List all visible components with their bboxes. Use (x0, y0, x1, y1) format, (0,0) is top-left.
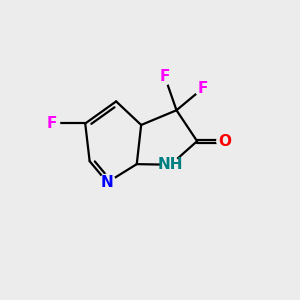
Circle shape (99, 174, 116, 190)
Text: F: F (198, 81, 208, 96)
Text: N: N (101, 175, 114, 190)
Text: NH: NH (158, 157, 183, 172)
Text: F: F (46, 116, 56, 131)
Circle shape (162, 157, 179, 173)
Text: O: O (219, 134, 232, 149)
Circle shape (195, 80, 211, 96)
Text: F: F (160, 69, 170, 84)
Circle shape (217, 133, 233, 149)
Circle shape (43, 115, 60, 132)
Circle shape (157, 68, 173, 85)
